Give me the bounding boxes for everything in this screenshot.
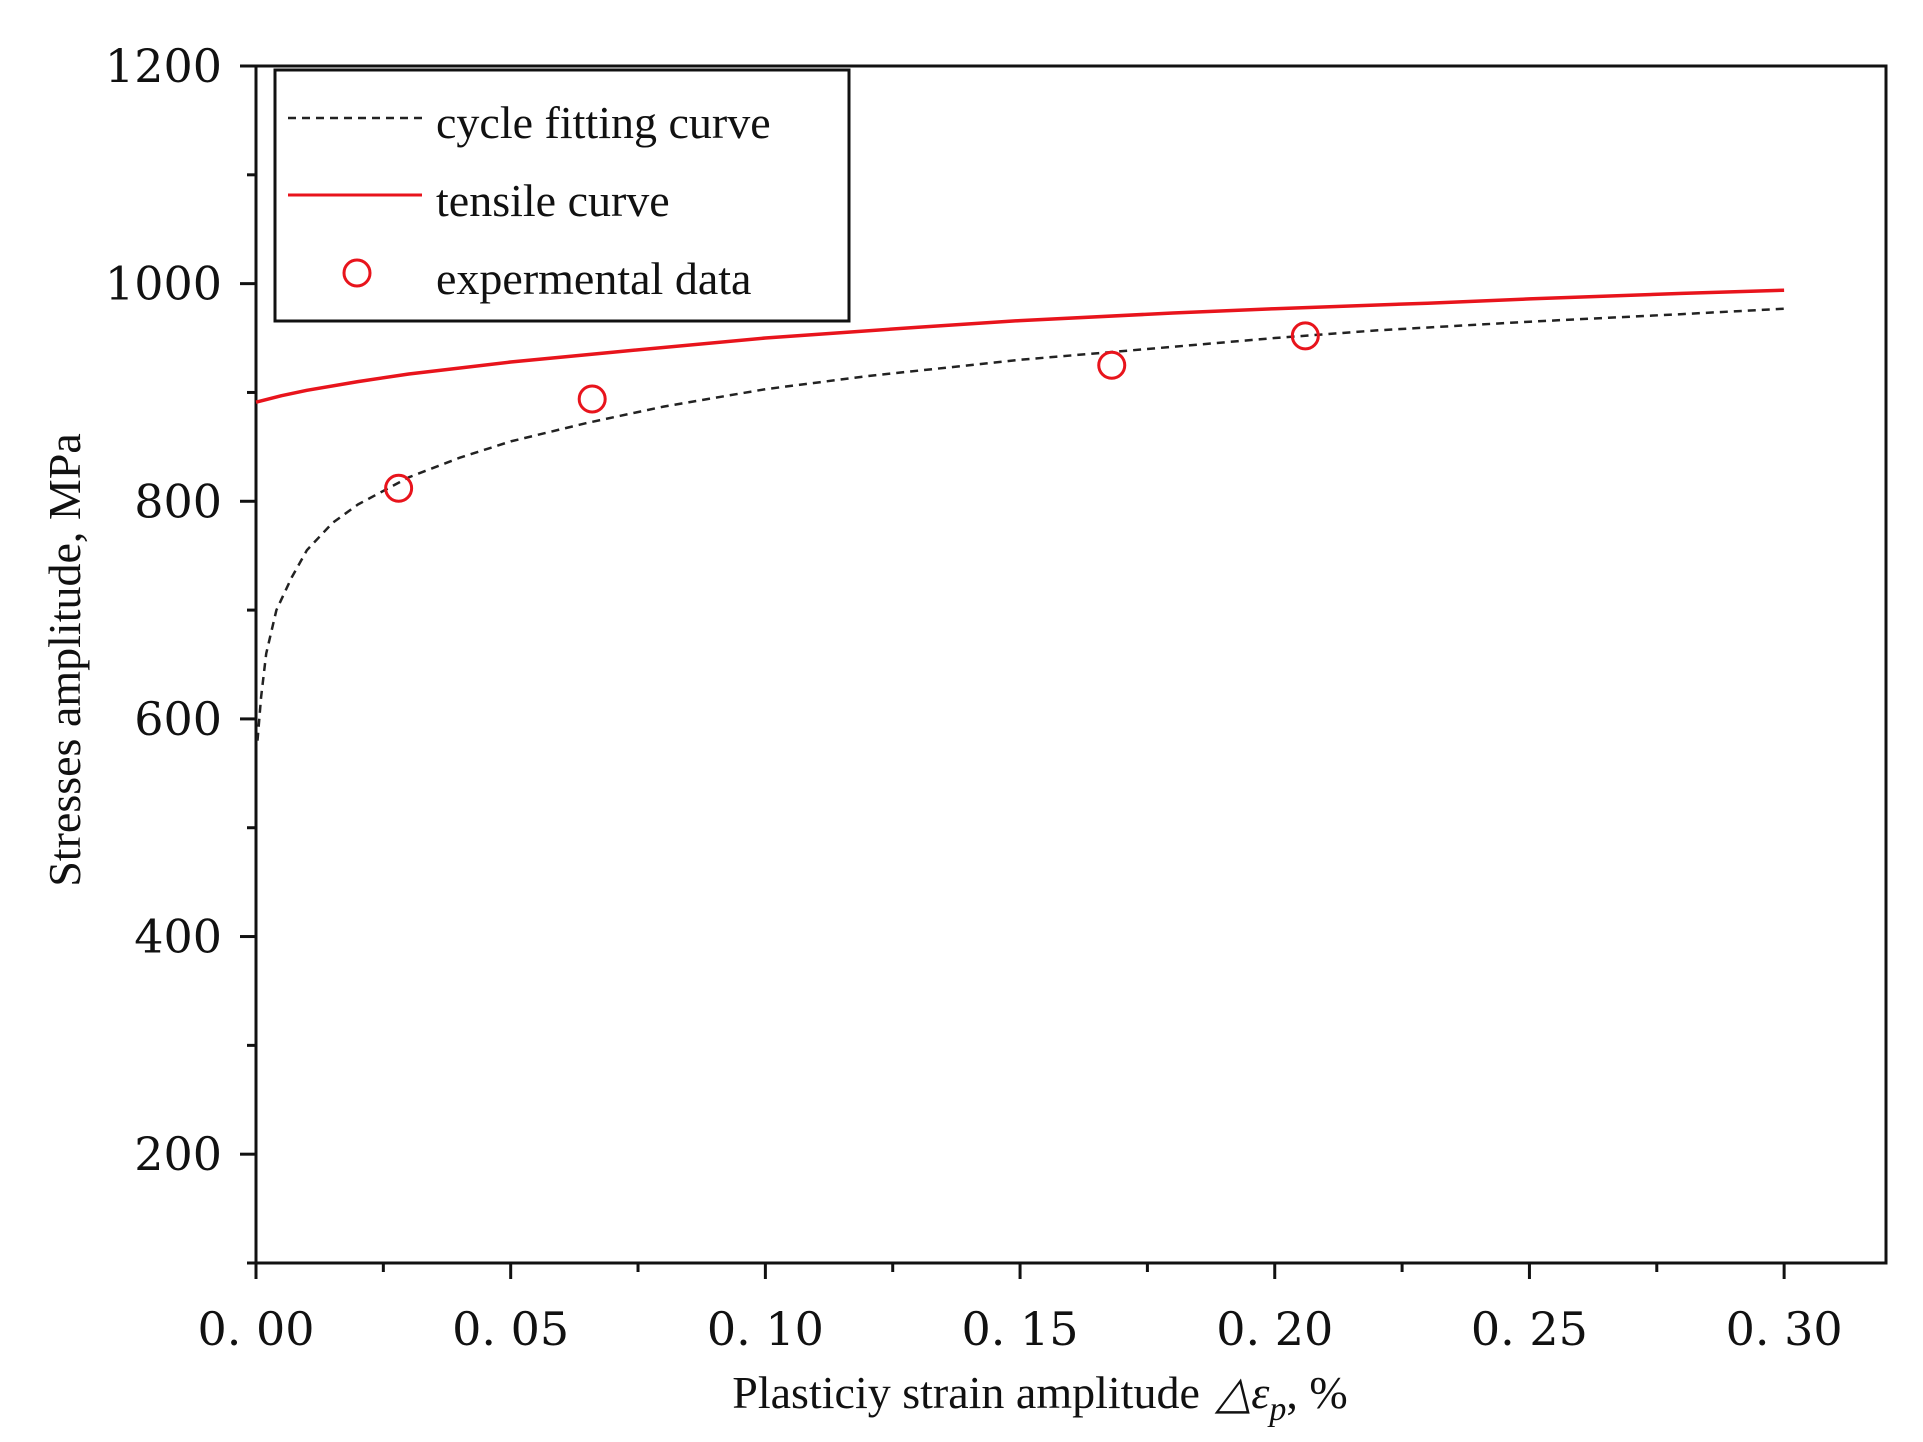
x-tick-label-3: 0. 15 [962, 1302, 1079, 1356]
x-tick-label-4: 0. 20 [1216, 1302, 1333, 1356]
y-axis-ticks: 200 400 600 800 1000 1200 [105, 39, 256, 1265]
x-axis-title-subscript: p [1267, 1391, 1286, 1428]
y-tick-label-0: 200 [134, 1127, 222, 1181]
series-layer [255, 288, 1785, 741]
x-axis-ticks: 0. 00 0. 05 0. 10 0. 15 0. 20 0. 25 0. 30 [197, 1263, 1843, 1356]
legend: cycle fitting curve tensile curve experm… [273, 68, 851, 323]
legend-label-tensile: tensile curve [436, 175, 670, 226]
y-tick-label-4: 1000 [105, 257, 222, 311]
x-axis-title: Plasticiy strain amplitude △εp, % [732, 1367, 1347, 1428]
x-axis-title-symbol: △ε [1214, 1367, 1270, 1418]
legend-label-cycle-fitting: cycle fitting curve [436, 97, 771, 148]
x-tick-label-5: 0. 25 [1471, 1302, 1588, 1356]
tensile-curve-line [255, 288, 1785, 404]
x-tick-label-2: 0. 10 [707, 1302, 824, 1356]
experimental-data-point-3 [1290, 321, 1320, 351]
x-tick-label-1: 0. 05 [452, 1302, 569, 1356]
x-axis-title-text: Plasticiy strain amplitude [732, 1367, 1200, 1418]
y-tick-label-2: 600 [134, 692, 222, 746]
y-tick-label-5: 1200 [105, 39, 222, 93]
legend-marker-experimental [342, 258, 372, 288]
x-tick-label-6: 0. 30 [1726, 1302, 1843, 1356]
plot-frame [254, 64, 1888, 1265]
experimental-data-point-2 [1097, 350, 1127, 380]
y-tick-label-1: 400 [134, 910, 222, 964]
experimental-data-point-1 [577, 384, 607, 414]
x-tick-label-0: 0. 00 [197, 1302, 314, 1356]
legend-label-experimental: expermental data [436, 253, 751, 304]
y-axis-title: Stresses amplitude, MPa [39, 433, 90, 887]
x-axis-title-unit: , % [1286, 1367, 1347, 1418]
y-tick-label-3: 800 [134, 474, 222, 528]
experimental-data-point-0 [384, 473, 414, 503]
